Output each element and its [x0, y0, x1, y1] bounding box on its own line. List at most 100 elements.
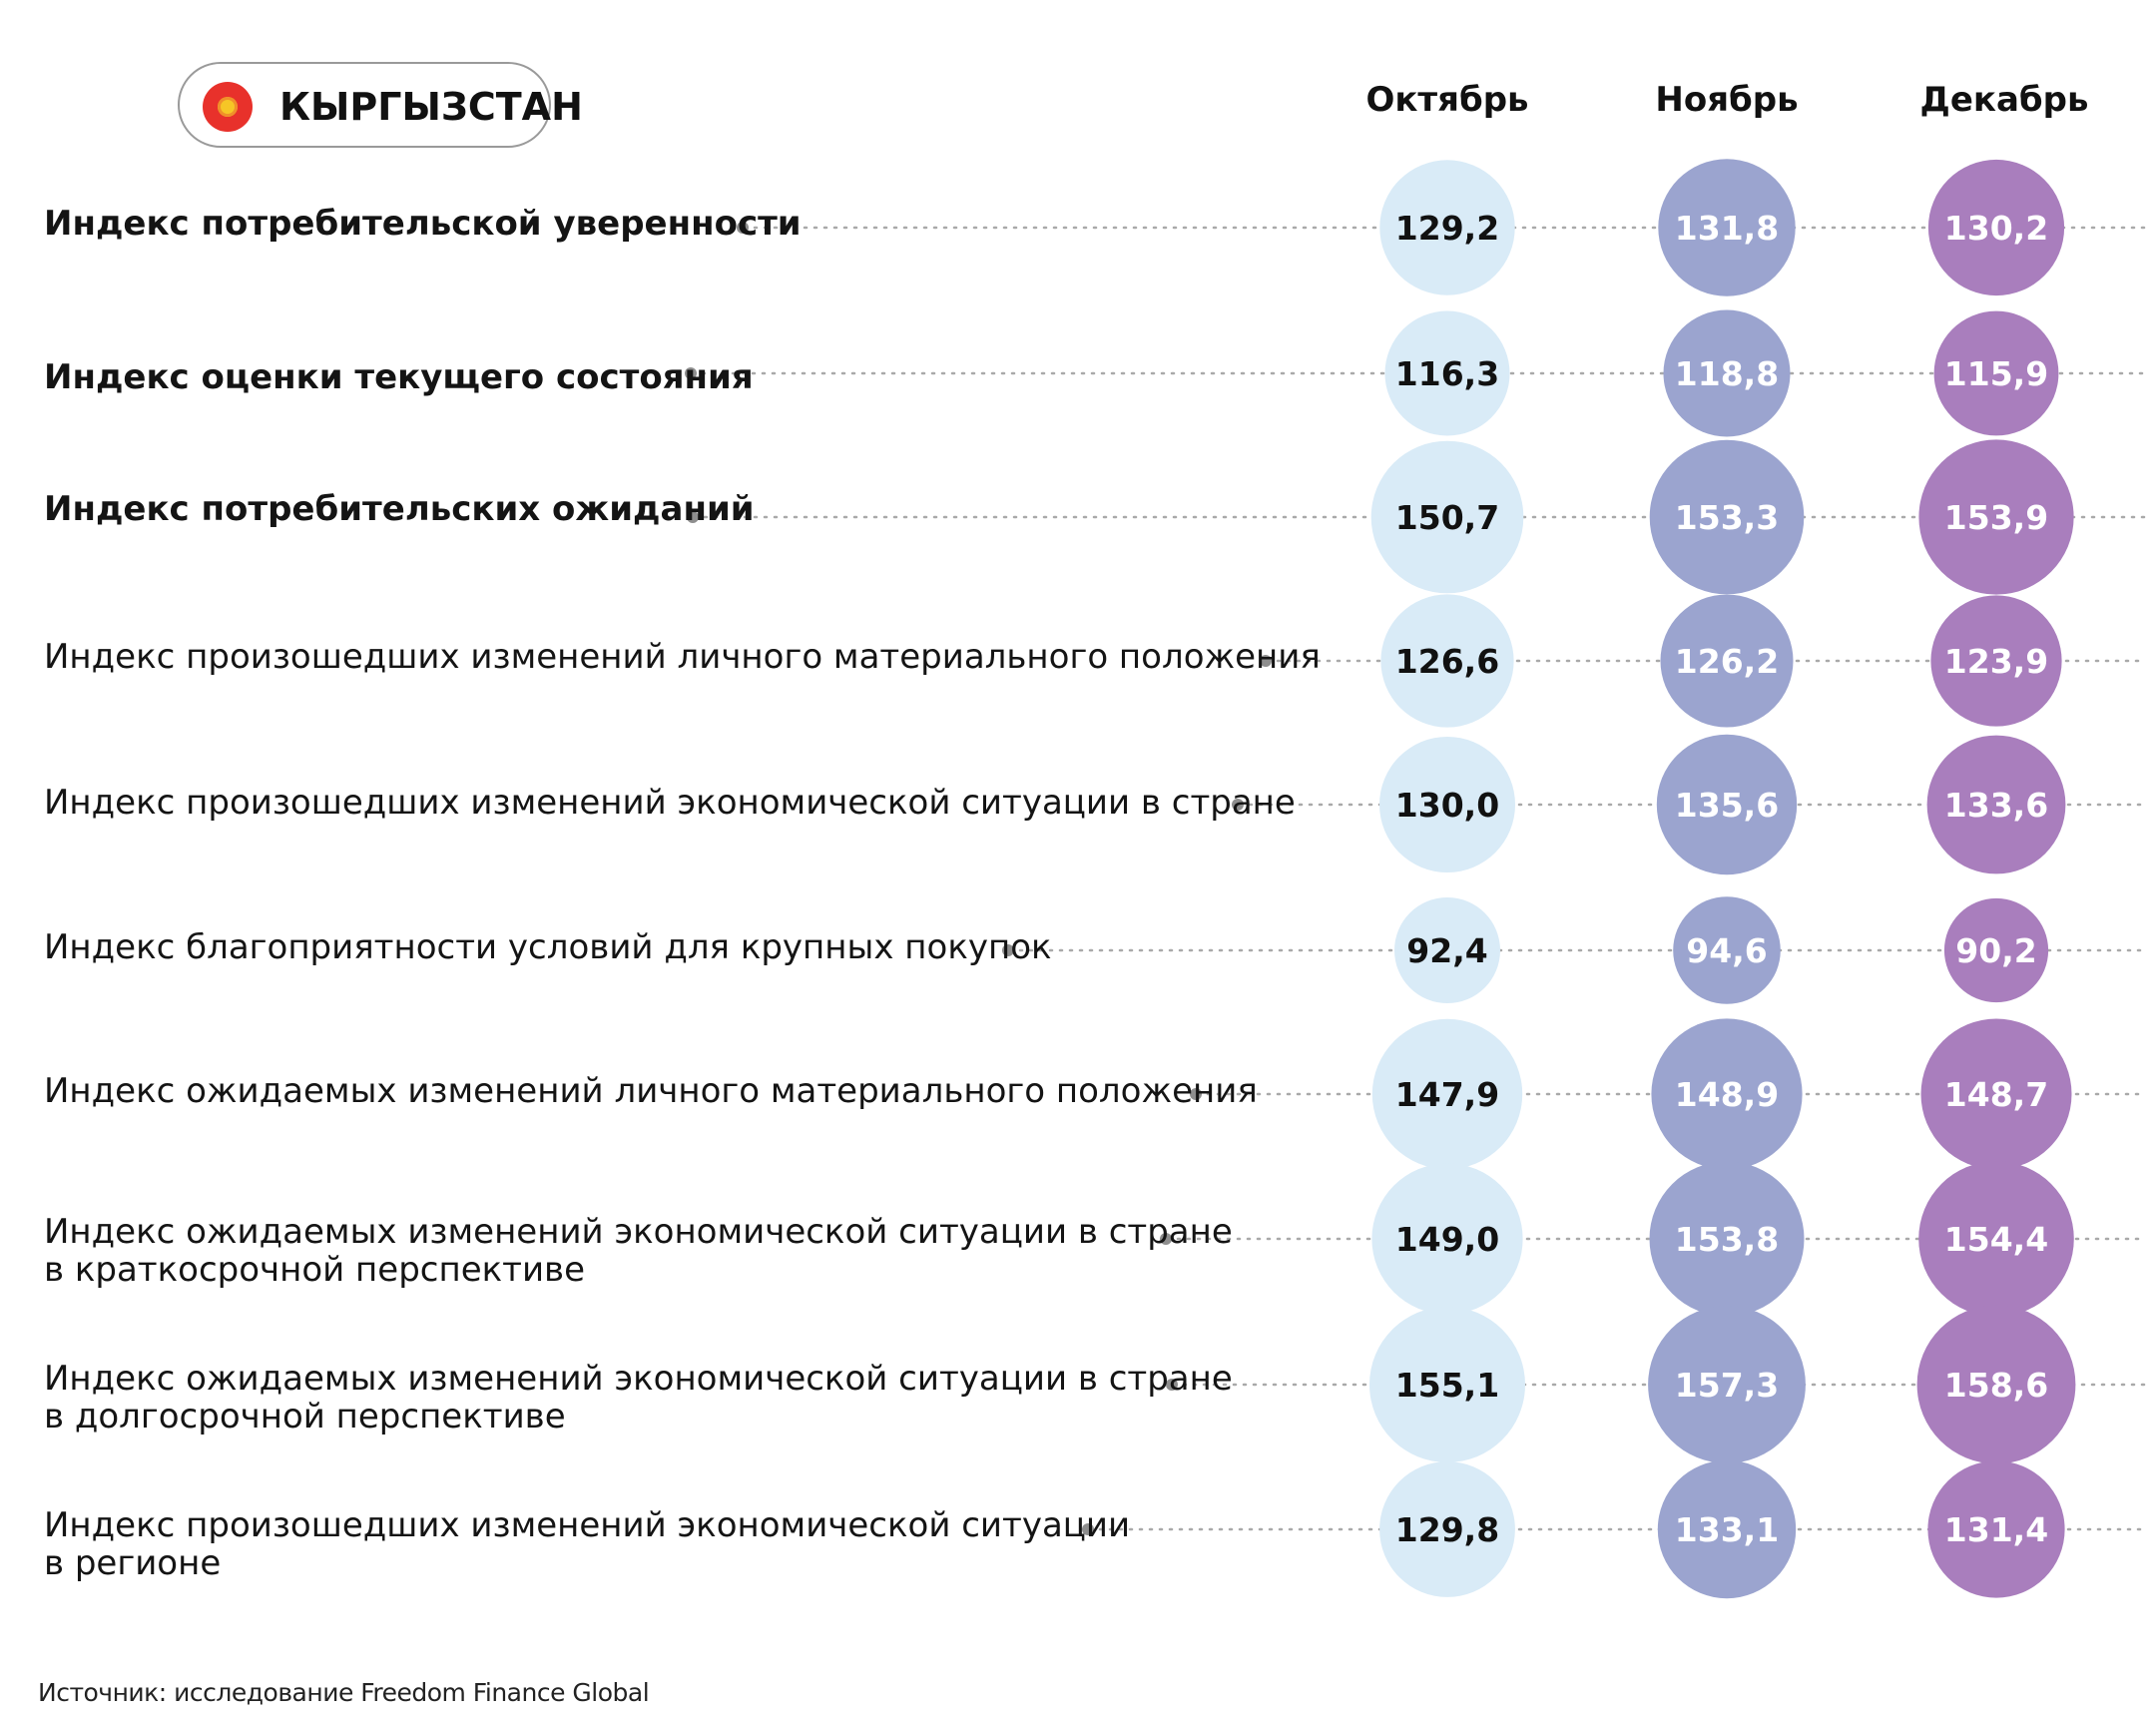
value-label: 149,0	[1395, 1220, 1499, 1259]
row-label-line: Индекс произошедших изменений экономичес…	[44, 1505, 1131, 1545]
row-label-line: в краткосрочной перспективе	[44, 1250, 586, 1290]
value-label: 126,6	[1395, 642, 1499, 681]
value-label: 131,4	[1944, 1510, 2048, 1549]
value-label: 130,2	[1944, 209, 2048, 248]
value-label: 118,8	[1675, 354, 1779, 393]
value-bubble	[1663, 309, 1791, 437]
country-badge: КЫРГЫЗСТАН	[178, 62, 583, 148]
value-bubble	[1673, 896, 1781, 1004]
row-label-line: Индекс произошедших изменений экономичес…	[44, 783, 1296, 823]
leader-dot	[685, 367, 697, 379]
value-bubble	[1371, 1018, 1523, 1170]
column-header-october: Октябрь	[1365, 80, 1529, 120]
value-label: 130,0	[1395, 786, 1499, 825]
value-bubble	[1926, 735, 2066, 874]
value-bubble	[1920, 1018, 2072, 1170]
value-label: 148,7	[1944, 1075, 2048, 1114]
value-label: 131,8	[1675, 209, 1779, 248]
value-label: 116,3	[1395, 354, 1499, 393]
row-label-line: Индекс потребительских ожиданий	[44, 489, 755, 529]
country-label: КЫРГЫЗСТАН	[279, 85, 583, 129]
value-label: 157,3	[1675, 1366, 1779, 1405]
row-label-line: Индекс ожидаемых изменений экономической…	[44, 1359, 1233, 1399]
value-bubble	[1649, 439, 1805, 595]
value-label: 153,8	[1675, 1220, 1779, 1259]
kyrgyzstan-flag-icon	[203, 82, 253, 132]
leader-dot	[1002, 944, 1014, 956]
leader-dot	[1260, 655, 1272, 667]
value-label: 94,6	[1686, 931, 1767, 970]
value-bubble	[1370, 440, 1524, 594]
value-label: 129,8	[1395, 1510, 1499, 1549]
value-label: 147,9	[1395, 1075, 1499, 1114]
value-label: 133,6	[1944, 786, 2048, 825]
value-bubble	[1933, 310, 2059, 436]
value-label: 158,6	[1944, 1366, 2048, 1405]
row-label: Индекс произошедших изменений экономичес…	[44, 1506, 1130, 1582]
value-bubble	[1658, 159, 1796, 296]
source-note: Источник: исследование Freedom Finance G…	[38, 1678, 650, 1707]
value-bubble	[1660, 594, 1794, 728]
row-label-line: Индекс потребительской уверенности	[44, 204, 802, 244]
value-label: 135,6	[1675, 786, 1779, 825]
row-label-line: Индекс ожидаемых изменений личного матер…	[44, 1071, 1258, 1111]
row-label: Индекс благоприятности условий для крупн…	[44, 928, 1052, 966]
value-bubble	[1916, 1305, 2076, 1464]
value-label: 150,7	[1395, 498, 1499, 537]
value-label: 153,3	[1675, 498, 1779, 537]
value-bubble	[1379, 737, 1515, 872]
value-label: 92,4	[1406, 931, 1487, 970]
row-label-line: Индекс благоприятности условий для крупн…	[44, 927, 1052, 967]
row-label: Индекс оценки текущего состояния	[44, 358, 754, 396]
leader-dot	[1166, 1379, 1178, 1391]
row-label: Индекс потребительских ожиданий	[44, 490, 755, 528]
value-bubble	[1927, 1460, 2065, 1598]
row-label-line: Индекс произошедших изменений личного ма…	[44, 637, 1321, 677]
leader-dot	[1160, 1233, 1172, 1245]
leader-dot	[687, 511, 699, 523]
row-label-line: Индекс ожидаемых изменений экономической…	[44, 1212, 1233, 1252]
value-bubble	[1930, 595, 2062, 727]
value-bubble	[1927, 159, 2065, 296]
value-label: 155,1	[1395, 1366, 1499, 1405]
row-label-line: в долгосрочной перспективе	[44, 1397, 566, 1437]
value-bubble	[1379, 160, 1515, 295]
value-label: 126,2	[1675, 642, 1779, 681]
leader-dot	[1190, 1088, 1202, 1100]
value-bubble	[1918, 439, 2074, 595]
value-bubble	[1384, 310, 1510, 436]
leader-dot	[1082, 1523, 1094, 1535]
column-header-december: Декабрь	[1919, 80, 2089, 120]
value-bubble	[1648, 1306, 1806, 1463]
value-bubble	[1371, 1163, 1523, 1315]
column-header-november: Ноябрь	[1655, 80, 1799, 120]
row-label: Индекс произошедших изменений личного ма…	[44, 638, 1321, 676]
value-label: 153,9	[1944, 498, 2048, 537]
value-bubble	[1394, 897, 1500, 1003]
row-label: Индекс ожидаемых изменений личного матер…	[44, 1072, 1258, 1110]
row-label-line: Индекс оценки текущего состояния	[44, 357, 754, 397]
value-label: 154,4	[1944, 1220, 2048, 1259]
row-label: Индекс ожидаемых изменений экономической…	[44, 1360, 1233, 1436]
value-bubble	[1656, 734, 1798, 875]
leader-dot	[737, 222, 749, 234]
value-bubble	[1369, 1307, 1525, 1462]
value-label: 90,2	[1955, 931, 2036, 970]
row-label-line: в регионе	[44, 1543, 222, 1583]
value-label: 148,9	[1675, 1075, 1779, 1114]
value-bubble	[1649, 1161, 1805, 1317]
row-label: Индекс ожидаемых изменений экономической…	[44, 1213, 1233, 1289]
value-label: 123,9	[1944, 642, 2048, 681]
value-bubble	[1380, 594, 1514, 728]
value-label: 129,2	[1395, 209, 1499, 248]
value-bubble	[1943, 897, 2049, 1003]
value-bubble	[1379, 1461, 1515, 1597]
row-label: Индекс произошедших изменений экономичес…	[44, 784, 1296, 822]
value-label: 115,9	[1944, 354, 2048, 393]
value-bubble	[1918, 1161, 2074, 1317]
value-bubble	[1651, 1018, 1803, 1170]
leader-dot	[1232, 799, 1244, 811]
value-bubble	[1657, 1459, 1797, 1599]
row-label: Индекс потребительской уверенности	[44, 205, 802, 243]
